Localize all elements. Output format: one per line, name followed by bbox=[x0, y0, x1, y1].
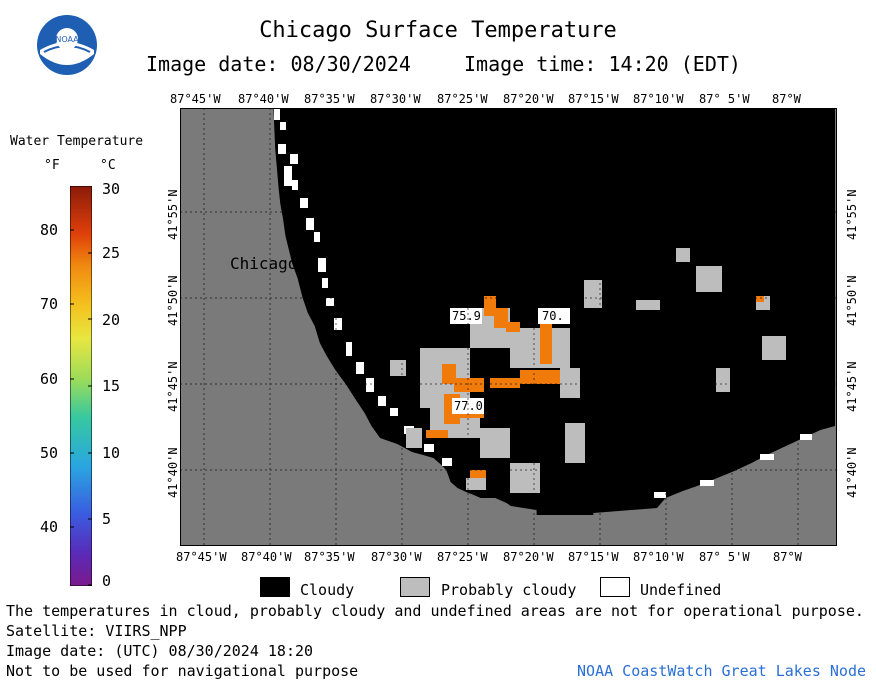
map-panel: 75.9 70. 77.0 Chicago bbox=[180, 108, 837, 550]
legend-swatch-undefined bbox=[600, 577, 630, 597]
lon-label-bottom: 87° 5'W bbox=[699, 550, 750, 564]
lon-label-top: 87°15'W bbox=[568, 92, 619, 106]
lat-label-right: 41°40'N bbox=[845, 447, 859, 498]
lon-label-bottom: 87°25'W bbox=[437, 550, 488, 564]
legend-label-cloudy: Cloudy bbox=[300, 581, 355, 599]
colorbar-title: Water Temperature bbox=[10, 134, 144, 149]
c-tick: 0 bbox=[102, 572, 112, 590]
lon-label-bottom: 87°W bbox=[773, 550, 802, 564]
lat-label-left: 41°50'N bbox=[166, 275, 180, 326]
f-tick: 60 bbox=[40, 370, 59, 388]
city-marker bbox=[298, 246, 306, 254]
c-tick: 15 bbox=[102, 377, 121, 395]
grid bbox=[180, 108, 837, 546]
legend-label-probably-cloudy: Probably cloudy bbox=[441, 581, 577, 599]
lon-label-bottom: 87°10'W bbox=[633, 550, 684, 564]
warm-water-pixels bbox=[426, 296, 764, 478]
disclaimer-text: The temperatures in cloud, probably clou… bbox=[6, 602, 864, 620]
image-date: Image date: 08/30/2024 bbox=[146, 52, 411, 76]
temp-label: 75.9 bbox=[452, 309, 481, 323]
lon-label-top: 87°25'W bbox=[437, 92, 488, 106]
lon-label-top: 87°10'W bbox=[633, 92, 684, 106]
legend-label-undefined: Undefined bbox=[640, 581, 722, 599]
temp-label: 70. bbox=[542, 309, 564, 323]
lat-label-right: 41°55'N bbox=[845, 189, 859, 240]
lon-label-top: 87°W bbox=[772, 92, 801, 106]
c-tick: 25 bbox=[102, 244, 121, 262]
lat-label-left: 41°55'N bbox=[166, 189, 180, 240]
c-tick: 20 bbox=[102, 311, 121, 329]
lat-label-right: 41°50'N bbox=[845, 275, 859, 326]
c-tick: 30 bbox=[102, 180, 121, 198]
lat-label-left: 41°40'N bbox=[166, 447, 180, 498]
f-tick: 40 bbox=[40, 518, 59, 536]
image-time: Image time: 14:20 (EDT) bbox=[464, 52, 741, 76]
lon-label-bottom: 87°15'W bbox=[568, 550, 619, 564]
temp-label: 77.0 bbox=[454, 399, 483, 413]
f-tick: 80 bbox=[40, 221, 59, 239]
utc-date-text: Image date: (UTC) 08/30/2024 18:20 bbox=[6, 642, 314, 660]
node-credit: NOAA CoastWatch Great Lakes Node bbox=[577, 662, 866, 680]
lon-label-bottom: 87°40'W bbox=[241, 550, 292, 564]
lon-label-bottom: 87°20'W bbox=[503, 550, 554, 564]
f-tick: 70 bbox=[40, 295, 59, 313]
lon-label-bottom: 87°45'W bbox=[176, 550, 227, 564]
satellite-text: Satellite: VIIRS_NPP bbox=[6, 622, 187, 640]
lon-label-bottom: 87°35'W bbox=[304, 550, 355, 564]
lon-label-top: 87°40'W bbox=[238, 92, 289, 106]
legend-swatch-probably-cloudy bbox=[400, 577, 430, 597]
lat-label-left: 41°45'N bbox=[166, 361, 180, 412]
lon-label-bottom: 87°30'W bbox=[371, 550, 422, 564]
lon-label-top: 87°45'W bbox=[170, 92, 221, 106]
lon-label-top: 87° 5'W bbox=[699, 92, 750, 106]
lon-label-top: 87°20'W bbox=[503, 92, 554, 106]
map-title: Chicago Surface Temperature bbox=[259, 18, 617, 43]
lon-label-top: 87°35'W bbox=[304, 92, 355, 106]
unit-fahrenheit: °F bbox=[44, 158, 60, 173]
logo-text: NOAA bbox=[55, 35, 79, 44]
lat-label-right: 41°45'N bbox=[845, 361, 859, 412]
legend-swatch-cloudy bbox=[260, 577, 290, 597]
c-tick: 10 bbox=[102, 444, 121, 462]
c-tick: 5 bbox=[102, 510, 112, 528]
nav-warning-text: Not to be used for navigational purpose bbox=[6, 662, 359, 680]
colorbar bbox=[69, 185, 93, 587]
lon-label-top: 87°30'W bbox=[370, 92, 421, 106]
f-tick: 50 bbox=[40, 444, 59, 462]
city-label: Chicago bbox=[230, 254, 297, 273]
noaa-logo: NOAA bbox=[36, 14, 98, 76]
unit-celsius: °C bbox=[100, 158, 116, 173]
